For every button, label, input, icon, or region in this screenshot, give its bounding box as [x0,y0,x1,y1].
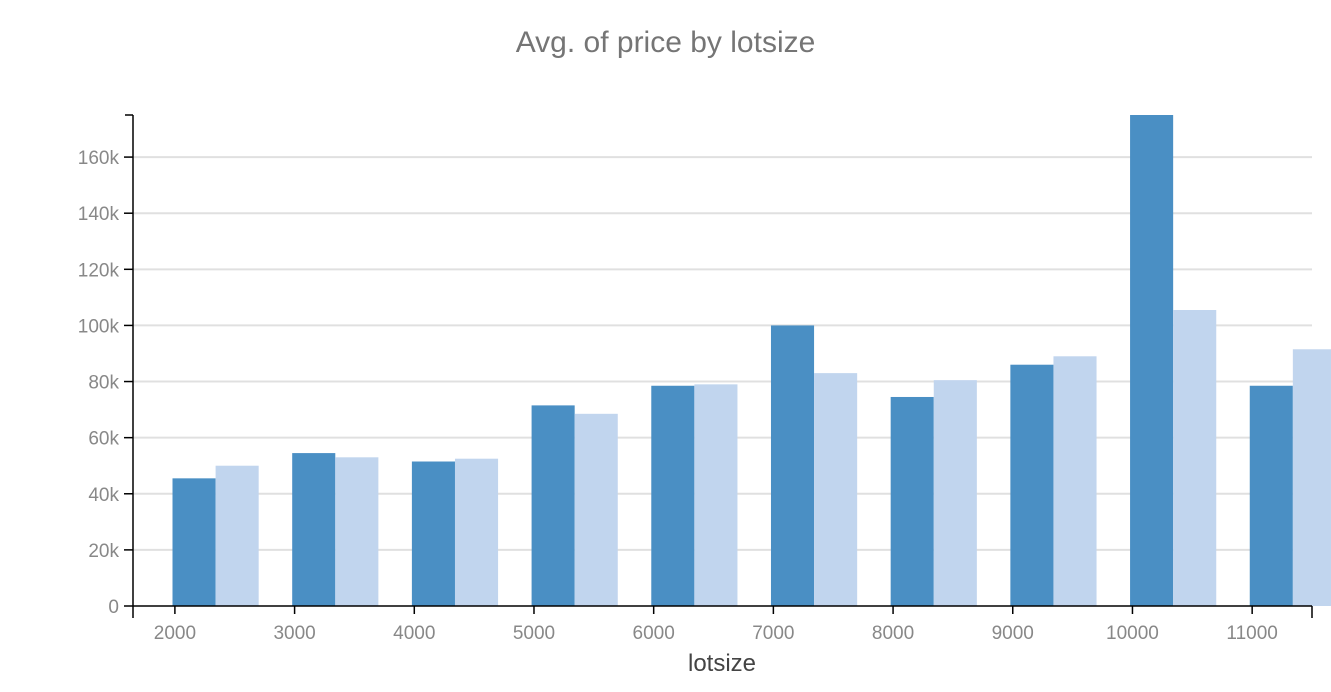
y-tick-label: 60k [88,429,119,450]
x-tick-label: 3000 [273,623,315,644]
bar [172,478,216,606]
bar [1053,356,1097,606]
x-axis-title: lotsize [688,650,756,677]
bar [1010,364,1054,606]
bar [335,457,379,606]
x-tick-label: 11000 [1226,623,1277,644]
bar [531,405,575,606]
bar [651,385,695,606]
bar [292,453,336,606]
bars [172,115,1331,606]
x-tick-label: 4000 [393,623,435,644]
y-tick-label: 20k [88,541,119,562]
bar [574,413,618,606]
x-tick-label: 10000 [1106,623,1159,644]
x-tick-label: 8000 [872,623,914,644]
bar [454,458,499,606]
axes: 0 20k 40k 60k 80k 100k 120k 140k 160k 2000 3000 400… [78,114,1313,644]
bar [694,384,738,606]
y-tick-label: 100k [78,316,120,337]
bar [1292,349,1331,606]
bar [814,373,858,606]
bar [933,380,977,606]
x-tick-label: 6000 [633,623,675,644]
x-tick-label: 5000 [513,623,555,644]
bar [1130,115,1174,606]
x-tick-label: 7000 [752,623,794,644]
bar [1173,309,1217,606]
bar [411,461,455,606]
x-tick-label: 2000 [154,623,196,644]
y-tick-label: 40k [88,485,119,506]
bar [215,465,259,606]
bar [890,396,934,606]
y-tick-label: 120k [78,260,120,281]
chart-title: Avg. of price by lotsize [515,26,816,59]
bar [1249,385,1293,606]
y-tick-label: 160k [78,148,120,169]
x-tick-label: 9000 [992,623,1034,644]
y-tick-label: 80k [88,373,119,394]
bar [770,325,815,606]
y-tick-label: 140k [78,204,120,225]
y-tick-label: 0 [108,597,119,618]
